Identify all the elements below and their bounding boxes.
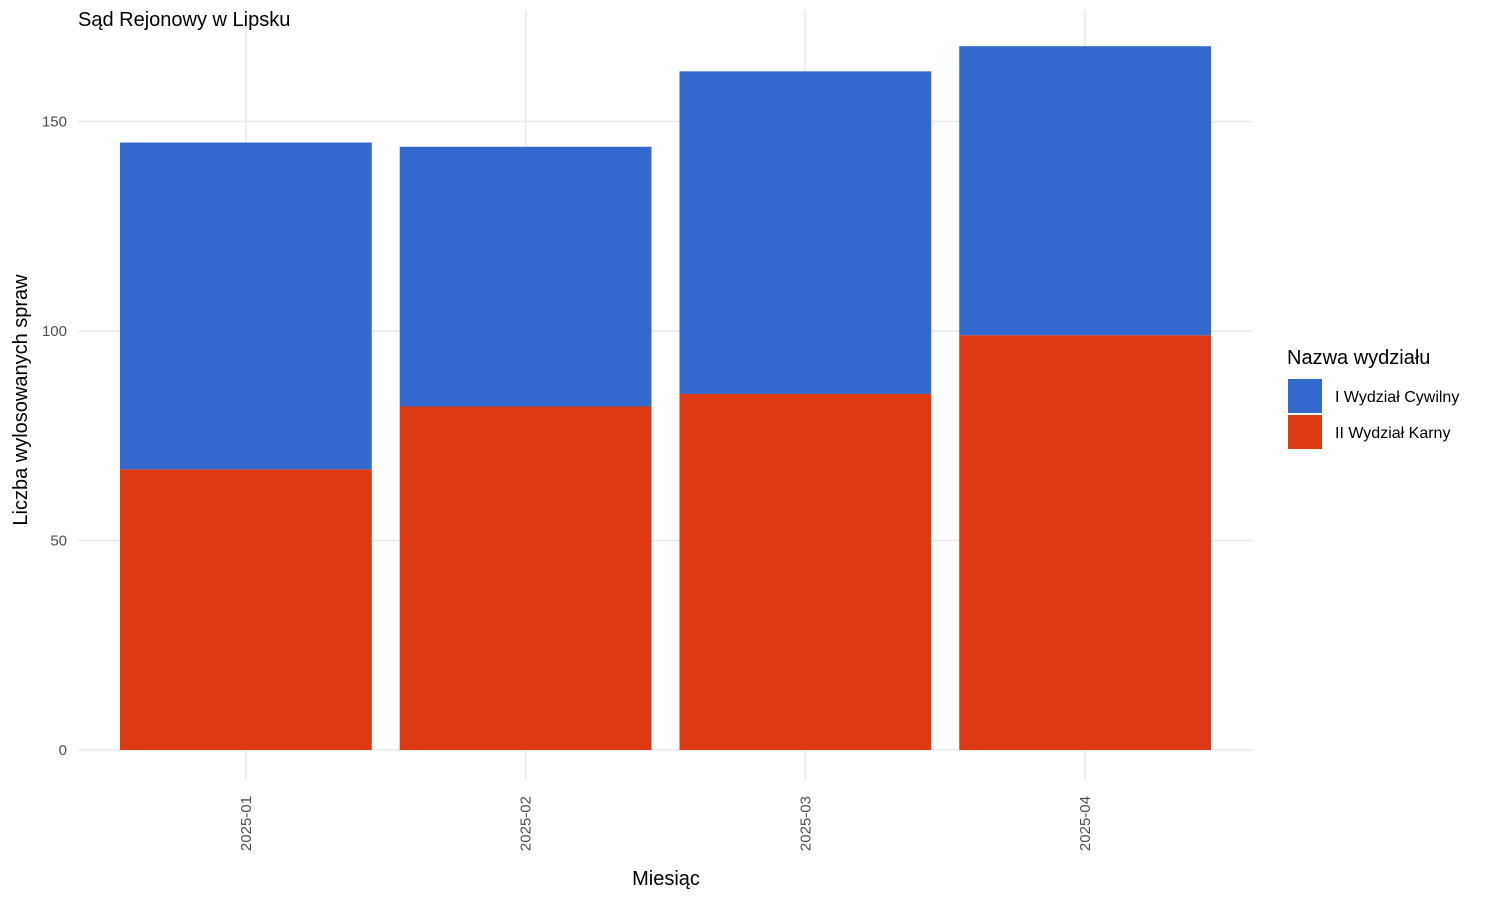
y-axis-title: Liczba wylosowanych spraw [10, 274, 32, 526]
y-tick-label: 50 [50, 533, 67, 550]
y-tick-label: 150 [42, 114, 67, 131]
legend: Nazwa wydziału I Wydział Cywilny II Wydzi… [1287, 347, 1459, 449]
y-axis-ticks: 0 50 100 150 [42, 114, 67, 759]
bar-segment [679, 71, 932, 394]
bar-segment [959, 335, 1212, 750]
bar-segment [119, 469, 372, 750]
bar-segment [119, 142, 372, 470]
bar-segment [959, 46, 1212, 336]
x-axis-title: Miesiąc [632, 868, 700, 890]
legend-swatch [1288, 379, 1322, 413]
bars [119, 46, 1212, 750]
legend-label: II Wydział Karny [1335, 425, 1450, 442]
x-axis-ticks: 2025-01 2025-02 2025-03 2025-04 [238, 796, 1094, 851]
legend-label: I Wydział Cywilny [1335, 389, 1459, 406]
x-tick-label: 2025-02 [518, 796, 535, 851]
x-tick-label: 2025-03 [797, 796, 814, 851]
legend-title: Nazwa wydziału [1287, 347, 1430, 369]
chart-title: Sąd Rejonowy w Lipsku [78, 9, 290, 31]
bar-segment [679, 393, 932, 750]
y-tick-label: 0 [59, 742, 67, 759]
bar-segment [399, 146, 652, 407]
bar-segment [399, 406, 652, 750]
y-tick-label: 100 [42, 323, 67, 340]
x-tick-label: 2025-01 [238, 796, 255, 851]
x-tick-label: 2025-04 [1077, 796, 1094, 851]
legend-swatch [1288, 415, 1322, 449]
